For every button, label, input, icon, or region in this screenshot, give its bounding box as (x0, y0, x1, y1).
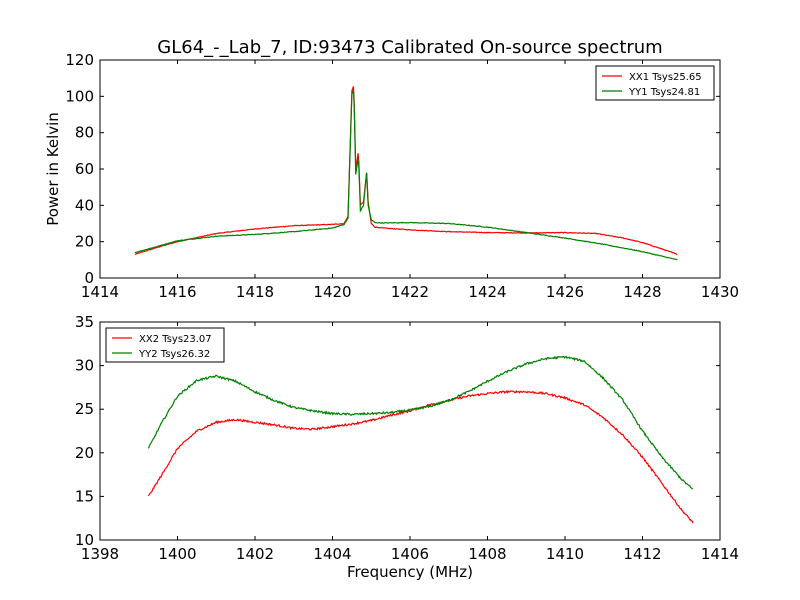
legend: XX1 Tsys25.65 YY1 Tsys24.81 (595, 65, 715, 101)
y-tick-label: 0 (84, 269, 94, 287)
y-tick-label: 20 (75, 444, 94, 462)
y-tick-label: 15 (75, 487, 94, 505)
x-tick-label: 1428 (623, 283, 661, 301)
x-tick-label: 1414 (81, 283, 119, 301)
y-tick-label: 10 (75, 531, 94, 549)
x-tick-label: 1416 (158, 283, 196, 301)
figure-title: GL64_-_Lab_7, ID:93473 Calibrated On-sou… (157, 37, 662, 58)
bottom-spectrum-chart: 1398 1400 1402 1404 1406 1408 1410 1412 1414 10 15… (75, 313, 739, 581)
series-line-yy (134, 89, 678, 261)
legend: XX2 Tsys23.07 YY2 Tsys26.32 (105, 327, 225, 363)
x-tick-label: 1404 (313, 545, 351, 563)
x-tick-label: 1422 (391, 283, 429, 301)
x-tick-label: 1418 (236, 283, 274, 301)
legend-label: YY1 Tsys24.81 (628, 87, 700, 98)
series-line-yy (147, 355, 694, 490)
y-tick-label: 20 (75, 233, 94, 251)
x-axis-label: Frequency (MHz) (347, 563, 473, 581)
x-tick-label: 1420 (313, 283, 351, 301)
x-tick-label: 1430 (701, 283, 739, 301)
legend-box (595, 65, 715, 101)
x-tick-label: 1400 (158, 545, 196, 563)
y-tick-label: 120 (65, 51, 94, 69)
series-line-xx (147, 389, 694, 524)
y-tick-label: 35 (75, 313, 94, 331)
x-tick-label: 1414 (701, 545, 739, 563)
y-tick-label: 40 (75, 196, 94, 214)
x-tick-label: 1410 (546, 545, 584, 563)
x-tick-label: 1412 (623, 545, 661, 563)
x-tick-label: 1406 (391, 545, 429, 563)
y-tick-label: 30 (75, 357, 94, 375)
legend-label: XX2 Tsys23.07 (139, 334, 212, 345)
y-tick-label: 100 (65, 87, 94, 105)
legend-label: YY2 Tsys26.32 (138, 349, 210, 360)
y-axis-label: Power in Kelvin (44, 112, 62, 226)
series-line-xx (134, 86, 678, 256)
x-tick-label: 1426 (546, 283, 584, 301)
y-tick-label: 60 (75, 160, 94, 178)
x-tick-label: 1398 (81, 545, 119, 563)
y-tick-label: 80 (75, 124, 94, 142)
x-tick-label: 1408 (468, 545, 506, 563)
y-tick-label: 25 (75, 400, 94, 418)
x-tick-label: 1402 (236, 545, 274, 563)
x-tick-label: 1424 (468, 283, 506, 301)
legend-label: XX1 Tsys25.65 (629, 72, 702, 83)
top-spectrum-chart: 1414 1416 1418 1420 1422 1424 1426 1428 1430 0 20 4… (44, 51, 739, 301)
legend-box (105, 327, 225, 363)
